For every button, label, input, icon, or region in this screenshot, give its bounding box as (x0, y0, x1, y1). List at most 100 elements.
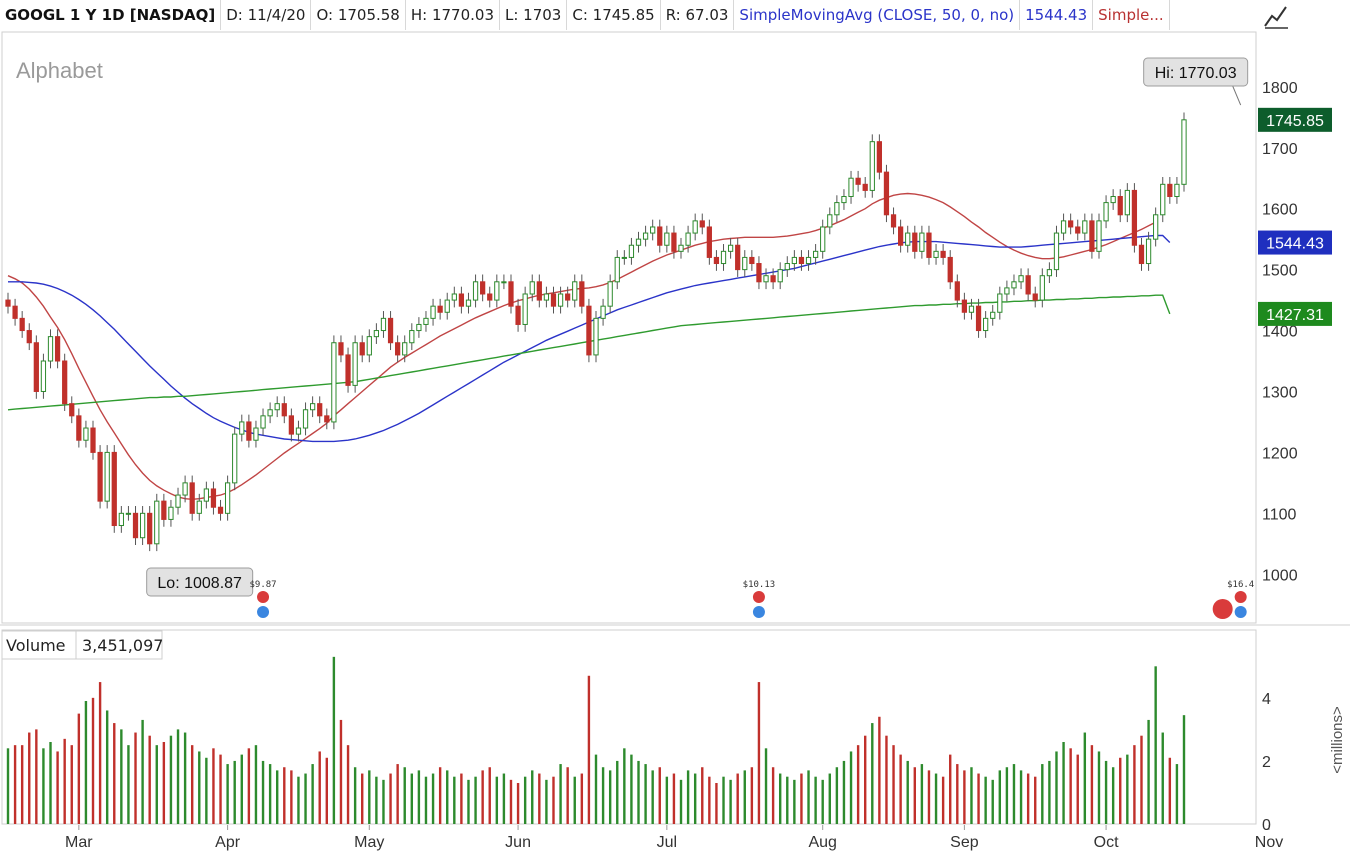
x-tick-label: Jul (657, 834, 677, 851)
volume-bar (800, 773, 803, 824)
candle-body (876, 141, 882, 173)
candle-body (380, 317, 387, 332)
candle-body (770, 275, 776, 283)
volume-bar (35, 729, 38, 824)
candle (267, 402, 273, 424)
candle-body (685, 232, 691, 246)
candle (635, 231, 642, 253)
volume-tick-label: 4 (1262, 691, 1271, 708)
candle (1046, 262, 1053, 284)
candle (437, 298, 443, 320)
volume-bar (353, 767, 357, 824)
volume-bar (587, 675, 591, 824)
candle (352, 335, 358, 393)
volume-bar (63, 738, 66, 824)
volume-bar (311, 764, 314, 824)
volume-unit-label: <millions> (1329, 706, 1346, 774)
dividend-1-label: $9.87 (249, 580, 276, 590)
candle-body (310, 403, 316, 411)
volume-bar (864, 735, 867, 824)
candle (338, 335, 344, 363)
candle (926, 225, 932, 265)
candle (501, 274, 507, 290)
candle-body (458, 293, 465, 307)
volume-bar (176, 729, 180, 824)
volume-bar (84, 701, 88, 824)
candle-body (62, 360, 68, 405)
candle-body (529, 281, 535, 295)
volume-bar (771, 767, 775, 824)
candle-body (1011, 281, 1017, 289)
volume-bar (148, 735, 151, 824)
volume-bar (446, 770, 449, 824)
price-tick-label: 1300 (1262, 384, 1298, 401)
volume-bar (778, 773, 782, 824)
volume-bar (1062, 742, 1065, 824)
candle-body (791, 256, 797, 265)
candle-body (522, 293, 528, 325)
candle-body (1082, 220, 1088, 234)
candle-body (395, 342, 401, 356)
candle (1167, 177, 1173, 204)
volume-bar (417, 770, 421, 824)
volume-bar (523, 776, 527, 824)
candle (692, 213, 698, 241)
volume-bar (20, 745, 24, 824)
symbol-label[interactable]: GOOGL 1 Y 1D [NASDAQ] (0, 0, 222, 30)
price-tick-label: 1700 (1262, 141, 1298, 158)
volume-bar (1069, 748, 1072, 824)
volume-bar (821, 779, 824, 824)
candle-body (664, 232, 670, 246)
candle (749, 250, 755, 271)
candle (1068, 213, 1074, 235)
volume-bar (276, 770, 279, 824)
volume-bar (169, 735, 173, 824)
candle-body (246, 421, 252, 441)
candle-body (543, 293, 550, 301)
candle (317, 396, 323, 424)
volume-bar (1175, 764, 1179, 824)
candle-body (437, 305, 443, 313)
volume-bar (1097, 751, 1101, 824)
volume-bar (672, 773, 676, 824)
price-tick-label: 1500 (1262, 263, 1298, 280)
volume-bar (623, 748, 626, 824)
candle-body (260, 415, 266, 429)
candle-body (47, 336, 54, 362)
high-label: H: 1770.03 (406, 0, 500, 30)
candle (1138, 237, 1145, 271)
range-label: R: 67.03 (661, 0, 735, 30)
candle-body (345, 354, 351, 386)
candle (1004, 280, 1010, 302)
volume-bar (1182, 715, 1186, 824)
volume-bar (1168, 757, 1172, 824)
candle-body (642, 232, 649, 240)
candle-body (90, 427, 96, 453)
candle (168, 499, 174, 527)
sma50-study-label[interactable]: SimpleMovingAvg (CLOSE, 50, 0, no) (734, 0, 1021, 30)
volume-bar (42, 748, 45, 824)
sma20-study-label[interactable]: Simple... (1093, 0, 1170, 30)
volume-bar (261, 760, 265, 824)
candle (805, 250, 812, 271)
candle-body (196, 500, 202, 514)
candle (1110, 189, 1116, 210)
candle (557, 286, 564, 314)
volume-bar (552, 776, 555, 824)
candle-body (990, 311, 996, 319)
volume-bar (424, 776, 428, 824)
dividend-3-label: $16.4 (1227, 580, 1254, 590)
candle-body (798, 256, 805, 265)
candle-body (125, 512, 132, 515)
candle (1160, 177, 1166, 223)
volume-bar (113, 723, 116, 824)
drawing-tool-icon[interactable] (1262, 2, 1292, 30)
volume-bar (941, 776, 945, 824)
candle-body (161, 500, 167, 520)
volume-bar (120, 729, 123, 824)
candle (1075, 219, 1081, 241)
volume-bar (13, 745, 17, 824)
volume-bar (127, 745, 130, 824)
volume-bar (608, 770, 612, 824)
